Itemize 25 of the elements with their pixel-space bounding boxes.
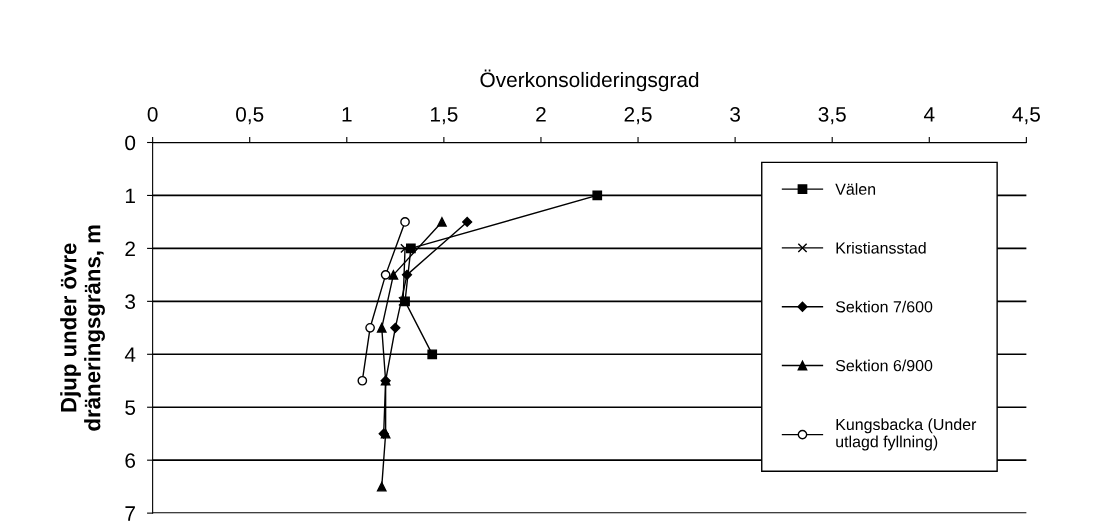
x-tick-label: 4 [923,107,935,122]
x-axis-title: Överkonsolideringsgrad [480,69,699,92]
x-tick-label: 0,5 [236,106,264,125]
legend-label: Sektion 6/900 [835,359,933,372]
y-tick-label: 3 [125,294,136,310]
x-tick-label: 3 [730,106,740,122]
y-tick-label: 7 [125,506,135,521]
legend-label: Sektion 7/600 [835,300,933,313]
y-tick-label: 1 [125,188,135,203]
legend-label: Kristiansstad [836,241,926,254]
x-tick-label: 2,5 [624,106,652,125]
x-tick-label: 0 [147,106,158,122]
x-tick-label: 3,5 [818,106,846,125]
legend-label: Kungsbacka (Under utlagd fyllning) [836,418,977,451]
y-tick-label: 0 [125,135,136,151]
y-axis-title: Djup under övre dräneringsgräns, m [60,225,105,431]
x-tick-label: 2 [536,106,546,122]
legend-label: Välen [835,183,876,195]
x-tick-label: 1,5 [430,107,458,125]
y-tick-label: 4 [124,347,136,362]
y-tick-label: 2 [125,241,135,256]
x-tick-label: 1 [342,107,352,122]
y-tick-label: 5 [125,400,136,415]
y-tick-label: 6 [125,453,136,468]
x-tick-label: 4,5 [1012,107,1040,125]
